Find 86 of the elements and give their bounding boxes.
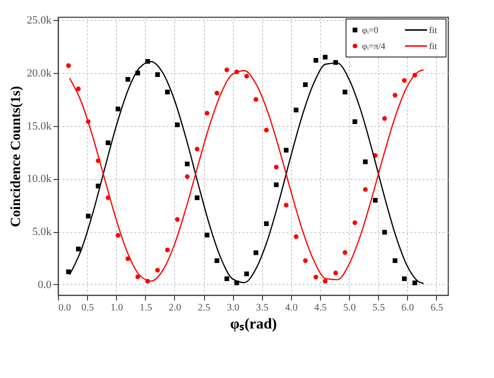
y-tick-label: 25.0k bbox=[26, 14, 52, 27]
point bbox=[106, 140, 110, 146]
point bbox=[412, 280, 418, 286]
point bbox=[135, 274, 140, 280]
x-tick-label: 3.5 bbox=[256, 302, 268, 314]
point bbox=[244, 74, 249, 79]
x-tick-label: 2.5 bbox=[198, 302, 210, 314]
point bbox=[116, 106, 120, 112]
x-tick-label: 2.0 bbox=[168, 302, 182, 314]
legend-label: fit bbox=[429, 41, 438, 51]
point bbox=[126, 256, 130, 262]
point bbox=[352, 220, 358, 226]
point bbox=[322, 278, 328, 284]
point bbox=[66, 63, 71, 68]
point bbox=[274, 182, 279, 188]
point bbox=[165, 90, 170, 94]
legend-label: φᵢ=π/4 bbox=[362, 41, 386, 51]
point bbox=[194, 195, 200, 200]
x-axis-title: φₛ(rad) bbox=[230, 316, 277, 332]
point bbox=[224, 68, 230, 72]
x-tick-label: 1.0 bbox=[110, 302, 123, 314]
point bbox=[264, 221, 269, 226]
point bbox=[254, 97, 258, 102]
point bbox=[402, 78, 407, 83]
point bbox=[342, 250, 348, 255]
point bbox=[284, 202, 289, 208]
legend-label: fit bbox=[429, 25, 438, 35]
x-tick-label: 5.0 bbox=[343, 302, 356, 314]
point bbox=[363, 187, 368, 192]
point bbox=[204, 232, 210, 238]
x-tick-label: 1.5 bbox=[140, 302, 152, 314]
point bbox=[274, 164, 279, 170]
point bbox=[204, 110, 210, 116]
point bbox=[372, 198, 378, 203]
point bbox=[294, 108, 298, 112]
point bbox=[382, 116, 387, 121]
point bbox=[174, 122, 180, 128]
y-axis-title: Coincidence Counts(1s) bbox=[8, 86, 24, 228]
point bbox=[184, 162, 190, 166]
point bbox=[126, 77, 130, 82]
point bbox=[333, 270, 338, 276]
y-tick-label: 20.0k bbox=[26, 68, 52, 80]
point bbox=[184, 174, 190, 179]
point bbox=[352, 119, 358, 124]
point bbox=[194, 146, 200, 152]
x-tick-label: 0.0 bbox=[58, 302, 71, 314]
point bbox=[165, 248, 170, 252]
point bbox=[294, 234, 298, 239]
y-tick-label: 5.0k bbox=[32, 226, 52, 238]
point bbox=[76, 246, 81, 252]
point bbox=[363, 159, 368, 164]
point bbox=[303, 82, 308, 87]
point bbox=[76, 86, 81, 92]
x-tick-label: 0.5 bbox=[81, 302, 94, 314]
legend-label: φᵢ=0 bbox=[362, 25, 379, 35]
point bbox=[66, 269, 71, 274]
x-tick-label: 4.5 bbox=[314, 302, 327, 314]
point bbox=[214, 258, 220, 263]
y-tick-label: 15.0k bbox=[26, 120, 52, 132]
point bbox=[322, 54, 328, 60]
point bbox=[244, 272, 249, 276]
point bbox=[116, 233, 120, 238]
point bbox=[86, 214, 91, 218]
x-tick-label: 3.0 bbox=[226, 302, 240, 314]
point bbox=[214, 90, 220, 96]
point bbox=[264, 128, 269, 132]
point bbox=[392, 92, 398, 98]
point bbox=[254, 250, 258, 256]
point bbox=[382, 230, 387, 235]
x-tick-label: 5.5 bbox=[372, 302, 385, 314]
y-tick-label: 0.0 bbox=[38, 278, 52, 291]
point bbox=[174, 217, 180, 222]
point bbox=[402, 276, 407, 282]
point bbox=[284, 148, 289, 153]
point bbox=[392, 258, 398, 263]
point bbox=[155, 72, 160, 77]
point bbox=[342, 90, 348, 94]
point bbox=[303, 258, 308, 263]
point bbox=[314, 274, 318, 280]
x-tick-label: 6.5 bbox=[430, 302, 444, 314]
point bbox=[314, 58, 318, 63]
point bbox=[155, 268, 160, 272]
y-tick-label: 10.0k bbox=[26, 173, 52, 186]
x-tick-label: 6.0 bbox=[402, 302, 414, 314]
point bbox=[224, 276, 230, 282]
x-tick-label: 4.0 bbox=[285, 302, 298, 314]
